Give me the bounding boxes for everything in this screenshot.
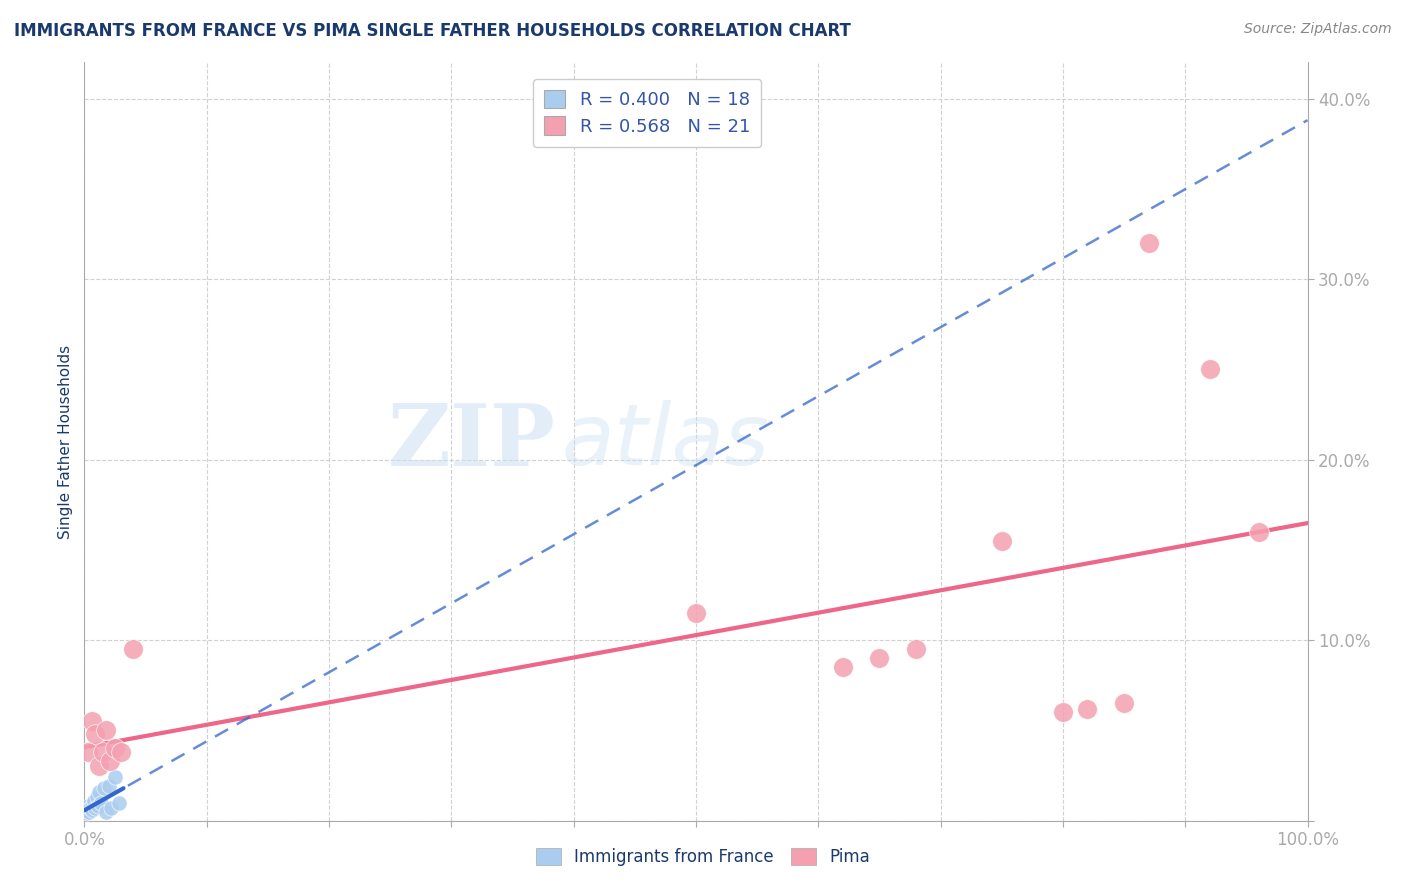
Point	[100, 801, 122, 815]
Point	[104, 741, 127, 756]
Point	[77, 799, 100, 814]
Point	[869, 651, 891, 665]
Text: ZIP: ZIP	[388, 400, 555, 483]
Point	[831, 660, 853, 674]
Point	[84, 801, 107, 815]
Point	[82, 797, 104, 812]
Legend: Immigrants from France, Pima: Immigrants from France, Pima	[527, 840, 879, 875]
Legend: R = 0.400   N = 18, R = 0.568   N = 21: R = 0.400 N = 18, R = 0.568 N = 21	[533, 79, 761, 146]
Point	[80, 803, 103, 817]
Text: atlas: atlas	[561, 400, 769, 483]
Point	[685, 606, 707, 620]
Point	[1052, 706, 1074, 720]
Point	[87, 759, 110, 773]
Point	[93, 781, 115, 796]
Point	[77, 745, 100, 759]
Text: Source: ZipAtlas.com: Source: ZipAtlas.com	[1244, 22, 1392, 37]
Point	[1137, 235, 1160, 250]
Point	[87, 785, 110, 799]
Point	[87, 799, 110, 814]
Point	[77, 805, 100, 819]
Point	[96, 805, 118, 819]
Point	[1114, 696, 1136, 710]
Point	[1076, 702, 1098, 716]
Point	[96, 723, 118, 738]
Point	[1247, 524, 1270, 539]
Point	[98, 754, 121, 768]
Point	[84, 727, 107, 741]
Point	[83, 794, 105, 808]
Point	[905, 642, 928, 657]
Point	[104, 770, 127, 784]
Text: IMMIGRANTS FROM FRANCE VS PIMA SINGLE FATHER HOUSEHOLDS CORRELATION CHART: IMMIGRANTS FROM FRANCE VS PIMA SINGLE FA…	[14, 22, 851, 40]
Point	[122, 642, 145, 657]
Point	[991, 533, 1014, 548]
Point	[79, 801, 101, 815]
Point	[1198, 362, 1220, 376]
Point	[110, 745, 132, 759]
Point	[76, 806, 98, 821]
Point	[90, 796, 112, 810]
Point	[97, 780, 120, 794]
Point	[80, 714, 103, 729]
Y-axis label: Single Father Households: Single Father Households	[58, 344, 73, 539]
Point	[86, 790, 108, 805]
Point	[107, 796, 129, 810]
Point	[91, 745, 114, 759]
